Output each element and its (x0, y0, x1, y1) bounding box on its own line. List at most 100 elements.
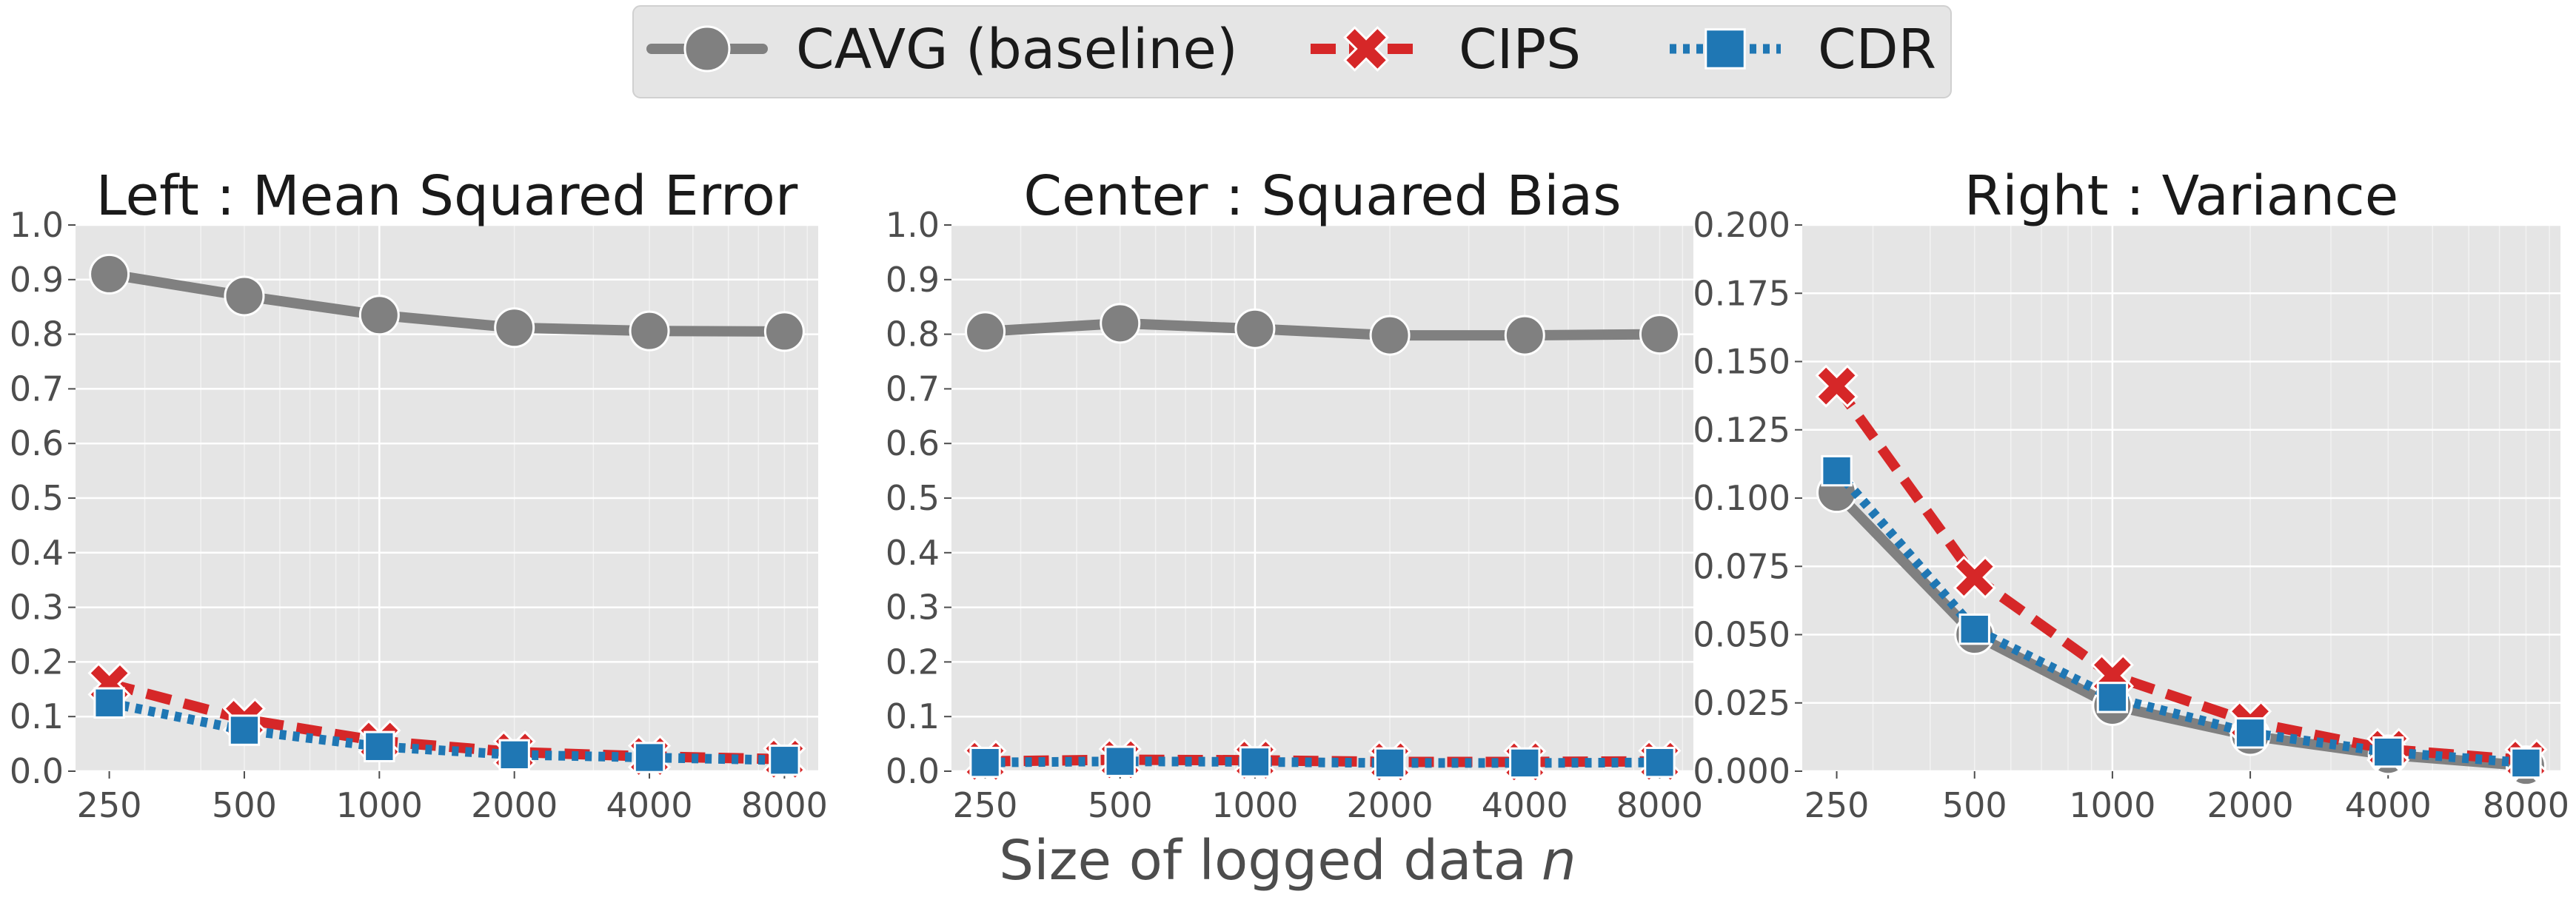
x-tick-label: 500 (1942, 785, 2007, 825)
x-tick-label: 250 (77, 785, 142, 825)
data-point (965, 311, 1006, 352)
y-tick-label: 1.0 (886, 205, 940, 245)
data-point (1369, 315, 1411, 356)
panel-title: Center : Squared Bias (1023, 164, 1621, 228)
y-tick-label: 0.7 (10, 369, 64, 409)
x-axis-label-variable: n (1542, 829, 1576, 893)
data-point (364, 730, 395, 762)
y-tick-label: 0.025 (1693, 683, 1790, 723)
y-tick-label: 0.3 (886, 588, 940, 628)
y-tick-label: 0.200 (1693, 205, 1790, 245)
data-point (1821, 454, 1853, 487)
data-point (89, 253, 130, 295)
y-tick-label: 0.4 (886, 533, 940, 573)
panel-left: 0.0 0.1 0.2 0.3 0.4 0.5 0.6 0.7 0.8 0.9 1.0 250 500 1… (10, 164, 828, 825)
data-point (1644, 747, 1676, 779)
y-tick-label: 0.8 (886, 315, 940, 355)
panel-title: Right : Variance (1964, 164, 2399, 228)
panel-title: Left : Mean Squared Error (96, 164, 798, 228)
data-point (1239, 746, 1271, 778)
legend-marker (683, 25, 731, 73)
panel-center: 0.0 0.1 0.2 0.3 0.4 0.5 0.6 0.7 0.8 0.9 1.0 250 500 1… (886, 164, 1703, 825)
data-point (224, 275, 265, 317)
x-tick-label: 1000 (1211, 785, 1298, 825)
data-point (1509, 747, 1541, 779)
x-tick-label: 2000 (471, 785, 558, 825)
series-line (107, 679, 785, 765)
legend-entry-cdr: CDR (1670, 18, 1936, 81)
x-tick-label: 4000 (2345, 785, 2432, 825)
y-tick-label: 0.125 (1693, 410, 1790, 450)
x-tick-label: 1000 (336, 785, 423, 825)
y-tick-label: 0.6 (886, 423, 940, 463)
data-point (969, 747, 1001, 779)
y-tick-label: 0.9 (10, 260, 64, 300)
legend-label: CAVG (baseline) (796, 18, 1238, 81)
data-point (769, 745, 800, 776)
x-tick-label: 1000 (2069, 785, 2155, 825)
y-tick-label: 0.1 (886, 696, 940, 736)
data-point (763, 311, 805, 352)
series-line (985, 756, 1660, 768)
legend-marker (1704, 28, 1746, 70)
y-tick-label: 0.5 (886, 478, 940, 518)
x-tick-label: 500 (1088, 785, 1153, 825)
y-tick-label: 0.3 (10, 588, 64, 628)
y-tick-label: 0.5 (10, 478, 64, 518)
data-point (498, 739, 530, 771)
y-tick-label: 0.100 (1693, 478, 1790, 518)
x-tick-label: 4000 (1482, 785, 1568, 825)
series-line (104, 269, 790, 337)
data-point (494, 307, 535, 349)
x-tick-label: 8000 (1616, 785, 1703, 825)
y-tick-label: 0.075 (1693, 546, 1790, 586)
legend-box (632, 5, 1952, 98)
y-tick-label: 0.9 (886, 260, 940, 300)
x-tick-label: 250 (1804, 785, 1870, 825)
y-tick-label: 0.0 (886, 751, 940, 791)
data-point (1815, 364, 1859, 408)
data-point (1504, 315, 1545, 356)
legend-entry-cips: CIPS (1311, 18, 1581, 81)
x-tick-label: 8000 (2483, 785, 2569, 825)
data-point (2234, 717, 2266, 749)
series-cdr (969, 745, 1676, 779)
legend-label: CIPS (1459, 18, 1581, 81)
x-tick-label: 4000 (606, 785, 693, 825)
data-point (1958, 613, 1990, 645)
legend-entries: CAVG (baseline) CIPS CDR (646, 18, 1936, 81)
series-cdr (1821, 454, 2542, 779)
series-line (1833, 467, 2526, 768)
legend-entry-cavg-baseline: CAVG (baseline) (646, 18, 1238, 81)
y-tick-label: 0.6 (10, 423, 64, 463)
y-tick-label: 0.1 (10, 696, 64, 736)
data-point (2096, 682, 2129, 713)
panel-right: 0.000 0.025 0.050 0.075 0.100 0.125 0.150 0.175… (1693, 164, 2569, 825)
data-point (629, 310, 670, 352)
data-point (228, 714, 261, 746)
x-axis-label-text: Size of logged data (999, 829, 1527, 893)
data-point (1639, 314, 1680, 355)
data-point (1234, 308, 1276, 349)
y-tick-label: 0.150 (1693, 342, 1790, 382)
panels: 0.0 0.1 0.2 0.3 0.4 0.5 0.6 0.7 0.8 0.9 1.0 250 500 1… (10, 164, 2569, 825)
x-tick-label: 500 (212, 785, 277, 825)
data-point (1100, 303, 1141, 344)
y-tick-label: 0.0 (10, 751, 64, 791)
series-line (980, 318, 1665, 341)
y-tick-label: 1.0 (10, 205, 64, 245)
y-tick-label: 0.8 (10, 315, 64, 355)
data-point (358, 295, 400, 336)
legend: CAVG (baseline) CIPS CDR (632, 5, 1952, 98)
x-axis-label: Size of logged data n (999, 829, 1576, 893)
y-tick-label: 0.000 (1693, 751, 1790, 791)
x-tick-label: 8000 (741, 785, 828, 825)
series-cdr (93, 687, 800, 776)
x-tick-label: 2000 (2207, 785, 2294, 825)
data-point (1953, 555, 1996, 599)
y-tick-label: 0.050 (1693, 615, 1790, 655)
data-point (1104, 745, 1136, 777)
y-tick-label: 0.2 (886, 642, 940, 682)
data-point (93, 687, 125, 719)
